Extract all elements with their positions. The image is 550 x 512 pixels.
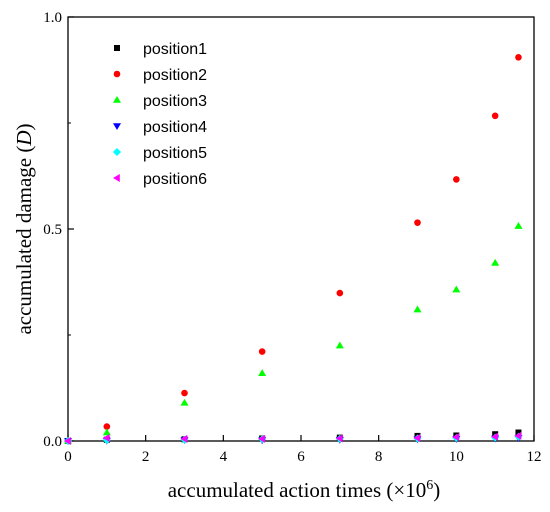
data-point-position3 [335, 341, 344, 349]
legend-marker-position1 [114, 45, 120, 51]
legend-label-position5: position5 [143, 145, 207, 162]
data-point-position2 [258, 348, 266, 355]
legend: position1 position2 position3 position4 posi… [113, 41, 207, 188]
data-point-position2 [453, 176, 460, 183]
legend-marker-position2 [113, 70, 121, 78]
data-point-position6 [335, 434, 343, 443]
legend-marker-position3 [113, 96, 121, 103]
x-tick-label: 6 [297, 449, 305, 465]
data-point-position6 [452, 433, 460, 442]
axis-ticks: 0 2 4 6 8 10 12 0.0 0.5 1.0 [43, 10, 541, 465]
legend-label-position1: position1 [143, 41, 207, 58]
series-position3 [64, 222, 523, 444]
x-tick-label: 12 [527, 449, 542, 465]
data-point-position6 [413, 434, 421, 443]
data-point-position2 [515, 53, 522, 61]
legend-marker-position5 [113, 148, 121, 156]
data-point-position6 [102, 434, 110, 443]
x-tick-label: 10 [449, 449, 464, 465]
legend-label-position6: position6 [143, 171, 207, 188]
data-point-position3 [514, 222, 523, 229]
plot-border [67, 16, 535, 442]
data-point-position2 [181, 389, 188, 397]
data-point-position3 [102, 428, 111, 436]
y-tick-label: 1.0 [43, 10, 62, 26]
data-point-position1 [515, 429, 522, 436]
data-point-position2 [103, 423, 111, 430]
x-tick-label: 2 [142, 449, 150, 465]
data-point-position2 [336, 289, 344, 297]
x-tick-label: 4 [220, 449, 228, 465]
x-tick-label: 0 [64, 449, 72, 465]
data-point-position6 [180, 434, 188, 443]
data-point-position6 [491, 432, 498, 441]
data-point-position3 [491, 258, 500, 266]
data-point-position3 [413, 305, 422, 313]
x-axis-title: accumulated action times (×106) [168, 478, 441, 502]
data-point-position3 [452, 285, 461, 293]
data-points [64, 53, 523, 445]
data-point-position6 [514, 431, 522, 440]
series-position2 [64, 53, 522, 445]
y-axis-title: accumulated damage (D) [12, 123, 36, 334]
data-point-position3 [258, 369, 267, 376]
series-position6 [64, 431, 522, 445]
plot-frame [67, 16, 535, 442]
data-point-position3 [180, 398, 189, 406]
legend-label-position3: position3 [143, 93, 207, 110]
legend-label-position4: position4 [143, 119, 207, 136]
legend-label-position2: position2 [143, 67, 207, 84]
data-point-position6 [258, 434, 265, 443]
data-point-position2 [491, 112, 499, 120]
x-tick-label: 8 [375, 449, 383, 465]
y-tick-label: 0.5 [43, 222, 62, 238]
data-point-position2 [414, 219, 421, 226]
data-point-position6 [64, 437, 71, 445]
legend-marker-position4 [113, 123, 121, 130]
y-tick-label: 0.0 [43, 434, 62, 450]
legend-marker-position6 [113, 174, 120, 182]
